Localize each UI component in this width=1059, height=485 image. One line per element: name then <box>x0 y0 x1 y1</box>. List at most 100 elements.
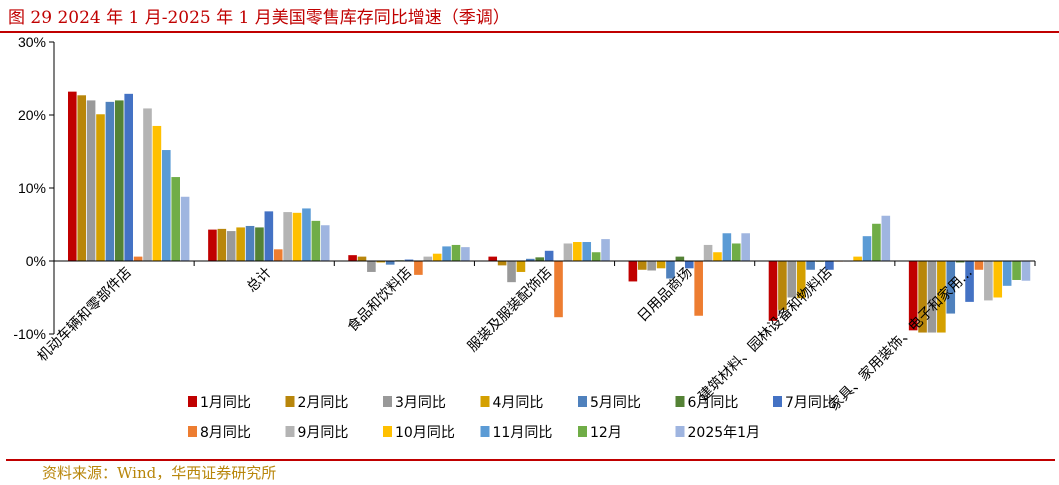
bar <box>684 261 694 269</box>
bar <box>675 256 685 261</box>
bar <box>563 243 573 261</box>
legend-swatch <box>675 426 685 437</box>
bar <box>226 231 236 261</box>
bar <box>105 101 115 261</box>
bar <box>245 225 255 261</box>
legend-swatch <box>285 396 295 407</box>
category-label: 日用品商场 <box>635 265 696 326</box>
bar <box>778 261 787 310</box>
legend-swatch <box>675 396 685 407</box>
legend-label: 11月同比 <box>493 425 553 441</box>
legend-label: 9月同比 <box>298 425 349 441</box>
legend-swatch <box>578 396 587 407</box>
bar <box>666 261 675 279</box>
bar <box>68 91 77 261</box>
bar <box>376 261 386 263</box>
legend-swatch <box>480 396 490 407</box>
bar <box>806 261 815 270</box>
bar <box>292 212 302 261</box>
legend-swatch <box>285 426 295 437</box>
bar <box>731 243 741 261</box>
legend-swatch <box>578 426 587 437</box>
bar <box>273 249 283 261</box>
bar <box>862 236 872 261</box>
bar <box>1012 261 1021 280</box>
legend-label: 12月 <box>590 425 622 441</box>
bar-chart: 30%20%10%0%-10%机动车辆和零部件店 总计 食品和饮料店 服装及服装配饰店… <box>13 34 1036 441</box>
bar <box>77 95 86 261</box>
bar <box>171 177 180 261</box>
bar <box>264 211 274 261</box>
bar <box>535 257 545 261</box>
bar <box>152 125 162 261</box>
legend-label: 2025年1月 <box>688 425 761 441</box>
bar <box>180 196 190 261</box>
legend-swatch <box>480 426 490 437</box>
bar <box>872 223 881 261</box>
bar <box>516 261 526 272</box>
bar <box>385 261 395 265</box>
bar <box>927 261 937 333</box>
bar <box>637 261 647 270</box>
bar <box>357 256 367 261</box>
bar <box>133 256 143 261</box>
bar <box>703 244 713 261</box>
bar <box>554 261 563 318</box>
bar <box>367 261 376 272</box>
source-rule <box>6 459 1055 461</box>
bar <box>984 261 993 301</box>
y-tick-label: 20% <box>18 107 46 123</box>
bar <box>143 108 152 262</box>
bar <box>908 261 918 331</box>
legend-label: 6月同比 <box>688 395 739 411</box>
bar <box>628 261 638 282</box>
bar <box>787 261 797 298</box>
bar <box>656 261 666 269</box>
legend-swatch <box>383 396 392 407</box>
bar <box>461 247 470 261</box>
bar <box>302 208 311 261</box>
bar <box>423 256 433 261</box>
bar <box>573 242 582 261</box>
bar <box>601 239 610 261</box>
bar <box>283 212 292 261</box>
bar <box>993 261 1003 298</box>
bar <box>320 225 330 261</box>
bar <box>526 258 535 261</box>
bar <box>694 261 703 316</box>
bar <box>507 261 516 283</box>
category-label: 家具、家用装饰、电子和家用... <box>826 264 976 414</box>
bar <box>946 261 956 314</box>
bar <box>1002 261 1012 286</box>
bar <box>591 252 601 261</box>
bar <box>955 261 965 263</box>
bar <box>937 261 946 333</box>
legend-swatch <box>773 396 782 407</box>
bar <box>255 227 264 261</box>
bar <box>796 261 806 299</box>
bar <box>974 261 984 270</box>
bar <box>96 114 105 262</box>
bar <box>768 261 778 321</box>
legend-swatch <box>383 426 392 437</box>
legend-label: 10月同比 <box>395 425 455 441</box>
figure-title: 图 29 2024 年 1 月-2025 年 1 月美国零售库存同比增速（季调） <box>8 8 510 28</box>
category-label: 建筑材料、园林设备和物料店 <box>695 264 836 405</box>
bar <box>451 244 461 261</box>
y-tick-label: -10% <box>13 326 46 342</box>
title-rule <box>0 31 1059 33</box>
bar <box>414 261 423 275</box>
bar <box>853 256 862 261</box>
bar <box>311 220 321 261</box>
bar <box>348 255 357 261</box>
bar <box>881 215 891 261</box>
legend-label: 1月同比 <box>200 395 251 411</box>
bar <box>647 261 656 271</box>
bar <box>713 252 722 261</box>
legend-swatch <box>188 396 197 407</box>
bar <box>741 233 750 261</box>
legend-label: 3月同比 <box>395 395 446 411</box>
bar <box>918 261 927 333</box>
bar <box>162 150 171 261</box>
legend-label: 5月同比 <box>590 395 641 411</box>
